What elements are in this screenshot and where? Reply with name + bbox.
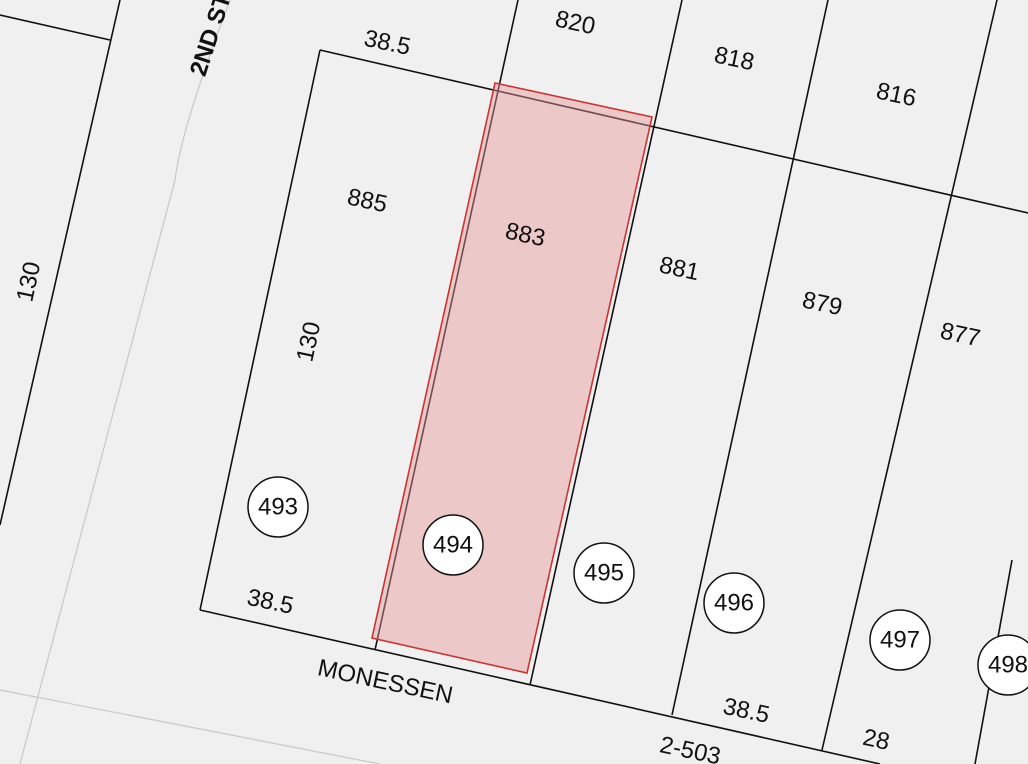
parcel-bubble: [703, 572, 765, 634]
parcel-id: 494: [433, 531, 473, 558]
parcel-id: 497: [880, 626, 920, 653]
dimension: 28: [860, 724, 892, 756]
parcel-bubble: [869, 609, 931, 671]
parcel-id: 493: [258, 493, 298, 520]
road-edge: [0, 689, 381, 764]
parcel-id: 498: [988, 651, 1028, 678]
parcel-id: 496: [714, 589, 754, 616]
parcel-id: 495: [584, 559, 624, 586]
road-edge: [19, 0, 231, 764]
parcel-bubble: [247, 476, 309, 538]
parcel-bubble: [422, 514, 484, 576]
lot-line: [0, 0, 121, 526]
lot-line: [374, 0, 1013, 764]
parcel-bubble: [977, 634, 1028, 696]
parcel-bubble: [573, 542, 635, 604]
lot-line: [199, 49, 1028, 764]
